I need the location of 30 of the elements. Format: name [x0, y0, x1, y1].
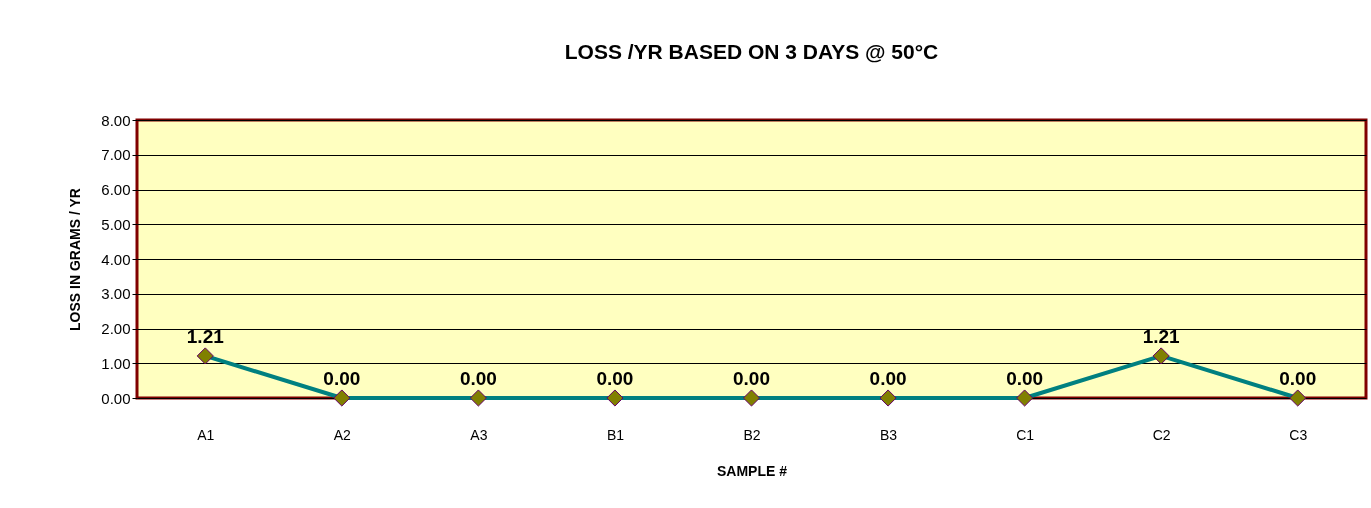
y-tick-label: 0.00: [101, 389, 131, 407]
y-tick-label: 6.00: [101, 181, 131, 198]
data-label: 0.00: [869, 368, 907, 389]
y-tick-label: 5.00: [101, 215, 131, 233]
data-label: 0.00: [733, 368, 770, 389]
y-tick-label: 1.00: [101, 354, 131, 372]
data-label: 1.21: [1142, 325, 1181, 347]
x-tick-label: C1: [1016, 426, 1035, 443]
y-tick-label: 8.00: [101, 111, 131, 129]
y-tick-label: 3.00: [101, 285, 131, 303]
x-tick-label: C2: [1152, 426, 1171, 443]
data-label: 0.00: [1279, 368, 1317, 389]
data-label: 0.00: [1006, 368, 1044, 389]
x-tick-label: C3: [1289, 426, 1308, 443]
data-label: 0.00: [596, 368, 634, 389]
y-tick-label: 2.00: [101, 320, 131, 337]
data-label: 0.00: [459, 368, 497, 389]
x-tick-label: B3: [879, 426, 898, 443]
x-tick-label: A3: [470, 426, 488, 443]
y-axis-title: LOSS IN GRAMS / YR: [67, 188, 84, 331]
chart-title: LOSS /YR BASED ON 3 DAYS @ 50°C: [564, 40, 939, 63]
x-tick-label: B2: [743, 426, 761, 443]
x-tick-label: A2: [333, 426, 352, 443]
x-tick-label: A1: [197, 426, 215, 443]
x-axis-title: SAMPLE #: [716, 462, 788, 479]
data-label: 0.00: [323, 368, 361, 389]
y-tick-label: 4.00: [101, 250, 131, 268]
y-tick-label: 7.00: [101, 146, 131, 164]
x-tick-label: B1: [606, 426, 625, 443]
data-label: 1.21: [186, 325, 225, 347]
